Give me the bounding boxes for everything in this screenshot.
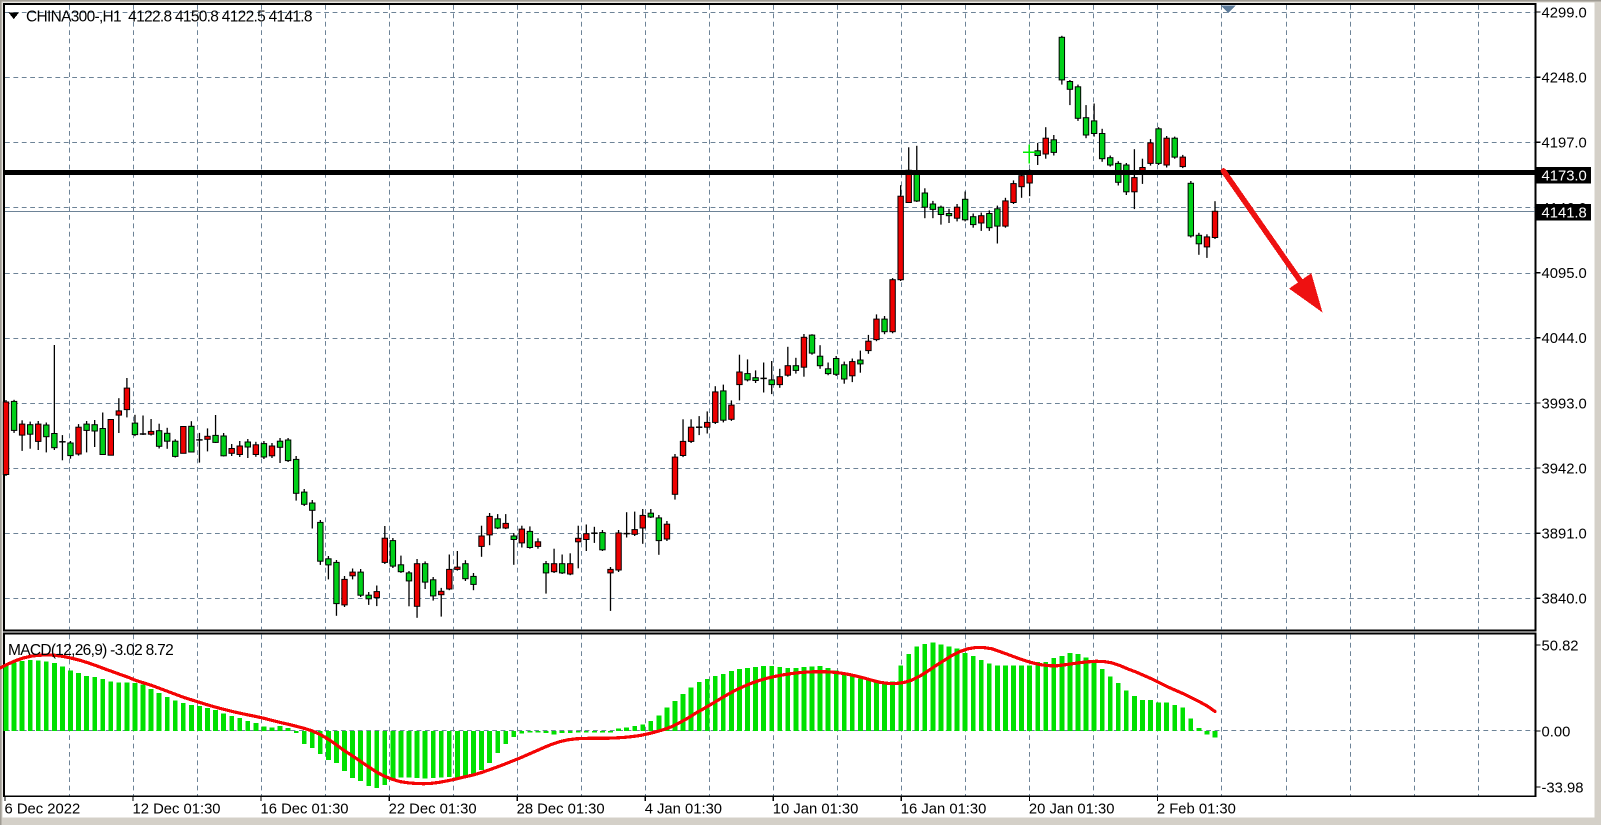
svg-text:10 Jan 01:30: 10 Jan 01:30 — [773, 801, 859, 817]
svg-text:3840.0: 3840.0 — [1542, 592, 1587, 608]
svg-text:4197.0: 4197.0 — [1542, 136, 1587, 152]
svg-text:20 Jan 01:30: 20 Jan 01:30 — [1029, 801, 1115, 817]
svg-text:MACD(12,26,9) -3.02 8.72: MACD(12,26,9) -3.02 8.72 — [8, 642, 173, 659]
svg-text:4 Jan 01:30: 4 Jan 01:30 — [645, 801, 722, 817]
svg-text:3891.0: 3891.0 — [1542, 527, 1587, 543]
svg-text:4044.0: 4044.0 — [1542, 331, 1587, 347]
svg-text:0.00: 0.00 — [1542, 724, 1571, 740]
svg-text:12 Dec 01:30: 12 Dec 01:30 — [133, 801, 221, 817]
svg-text:3942.0: 3942.0 — [1542, 461, 1587, 477]
svg-text:16 Dec 01:30: 16 Dec 01:30 — [261, 801, 349, 817]
svg-text:4248.0: 4248.0 — [1542, 71, 1587, 87]
svg-text:22 Dec 01:30: 22 Dec 01:30 — [389, 801, 477, 817]
svg-text:16 Jan 01:30: 16 Jan 01:30 — [901, 801, 987, 817]
svg-text:CHINA300-,H1 4122.8 4150.8 41: CHINA300-,H1 4122.8 4150.8 4122.5 4141.8 — [26, 8, 312, 25]
svg-text:50.82: 50.82 — [1542, 638, 1579, 654]
svg-text:4299.0: 4299.0 — [1542, 5, 1587, 21]
svg-text:2 Feb 01:30: 2 Feb 01:30 — [1157, 801, 1236, 817]
svg-text:6 Dec 2022: 6 Dec 2022 — [5, 801, 81, 817]
svg-text:-33.98: -33.98 — [1542, 780, 1584, 796]
svg-text:3993.0: 3993.0 — [1542, 396, 1587, 412]
svg-text:4095.0: 4095.0 — [1542, 266, 1587, 282]
svg-text:28 Dec 01:30: 28 Dec 01:30 — [517, 801, 605, 817]
svg-text:4173.0: 4173.0 — [1542, 168, 1587, 184]
svg-text:4141.8: 4141.8 — [1542, 206, 1587, 222]
